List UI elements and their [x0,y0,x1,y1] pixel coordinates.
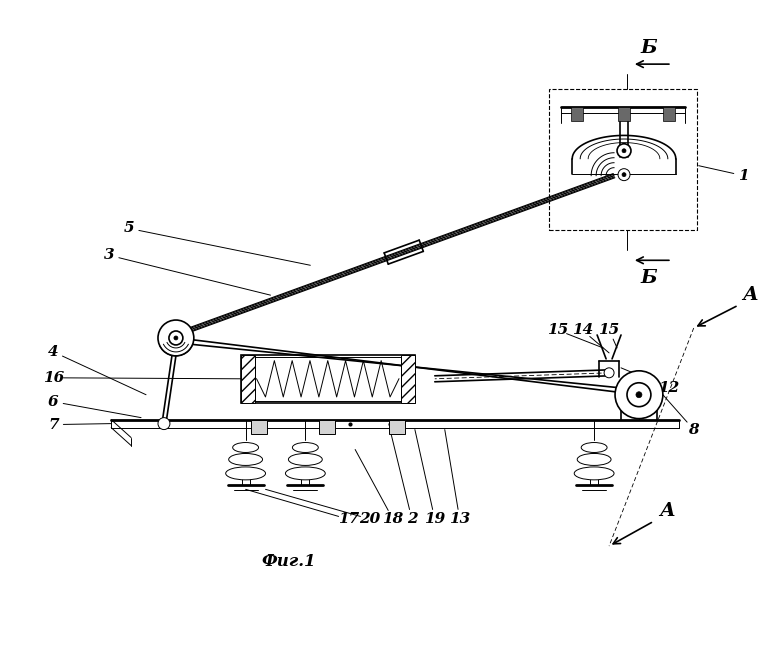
Text: 4: 4 [48,345,58,359]
Ellipse shape [292,442,318,453]
Text: 7: 7 [48,418,58,432]
Bar [571,107,583,121]
Text: 18: 18 [382,512,403,526]
Text: 15: 15 [547,323,568,337]
Ellipse shape [225,467,265,480]
Bar [241,355,415,403]
Circle shape [174,336,178,340]
Bar [549,89,697,230]
Circle shape [636,392,642,398]
Circle shape [618,169,630,181]
Circle shape [604,368,614,378]
Circle shape [617,144,631,158]
Bar [241,355,254,403]
Ellipse shape [232,442,258,453]
Text: Б: Б [640,269,658,287]
Text: А: А [659,502,675,520]
Text: 14: 14 [572,323,593,337]
Text: 15: 15 [598,323,619,337]
Bar [663,107,675,121]
Text: 2: 2 [406,512,417,526]
Text: 6: 6 [48,395,58,409]
Text: Б: Б [640,39,658,57]
Circle shape [615,371,663,418]
Bar [401,355,415,403]
Text: 20: 20 [360,512,381,526]
Text: А: А [743,286,758,304]
Circle shape [158,320,193,356]
Bar [254,357,401,401]
Bar [319,420,335,434]
Bar [389,420,405,434]
Circle shape [622,148,626,152]
Text: 8: 8 [689,422,699,436]
Text: 13: 13 [449,512,470,526]
Text: 1: 1 [738,169,749,183]
Circle shape [169,331,183,345]
Text: 16: 16 [43,371,64,385]
Ellipse shape [285,467,325,480]
Bar [250,420,267,434]
Ellipse shape [581,442,607,453]
Text: Фиг.1: Фиг.1 [261,552,316,570]
Bar [618,107,630,121]
Circle shape [627,383,651,407]
Text: 5: 5 [124,221,134,236]
Text: 17: 17 [338,512,359,526]
Circle shape [158,418,170,430]
Ellipse shape [574,467,614,480]
Text: 12: 12 [658,381,679,395]
Text: 19: 19 [424,512,445,526]
Circle shape [622,173,626,177]
Ellipse shape [289,453,322,465]
Ellipse shape [577,453,611,465]
Ellipse shape [229,453,263,465]
Text: 3: 3 [104,248,115,262]
